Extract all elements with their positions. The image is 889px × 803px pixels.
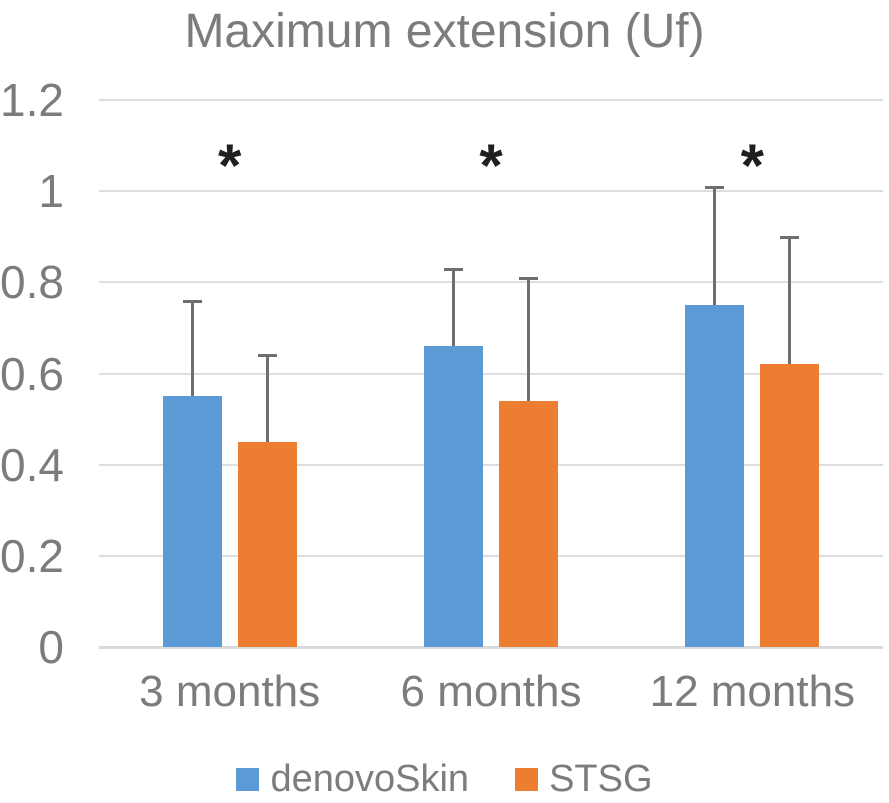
y-axis-tick-label: 0.6	[0, 347, 64, 400]
legend: denovoSkin STSG	[0, 758, 889, 800]
gridline	[99, 463, 883, 466]
x-axis-category-label: 3 months	[139, 667, 321, 716]
legend-label-denovoskin: denovoSkin	[270, 758, 470, 800]
legend-label-stsg: STSG	[549, 758, 653, 800]
y-axis-tick-label: 1.2	[0, 74, 64, 126]
y-axis-tick-label: 1	[38, 165, 64, 218]
gridline	[99, 190, 883, 193]
error-bar-whisker-denovoskin	[190, 300, 194, 397]
bar-denovoskin	[424, 346, 483, 647]
legend-item-denovoskin: denovoSkin	[236, 758, 469, 800]
bar-denovoskin	[685, 305, 745, 647]
error-bar-whisker-stsg	[527, 277, 530, 401]
bar-stsg	[499, 400, 558, 647]
significance-asterisk: *	[217, 132, 242, 199]
error-bar-cap-denovoskin	[182, 299, 202, 303]
gridline	[99, 372, 883, 375]
error-bar-cap-stsg	[780, 235, 800, 239]
error-bar-whisker-denovoskin	[713, 186, 717, 306]
error-bar-cap-stsg	[519, 276, 538, 280]
x-axis-line	[99, 646, 883, 649]
y-axis-tick-label: 0.8	[0, 256, 64, 309]
legend-swatch-stsg-icon	[515, 767, 539, 791]
gridline	[99, 281, 883, 284]
error-bar-cap-denovoskin	[444, 267, 463, 271]
significance-asterisk: *	[740, 132, 764, 199]
x-axis-category-label: 12 months	[649, 667, 856, 716]
significance-asterisk: *	[479, 132, 503, 199]
bar-denovoskin	[162, 396, 222, 647]
bar-stsg	[237, 441, 297, 647]
error-bar-cap-denovoskin	[705, 185, 725, 189]
legend-swatch-denovoskin-icon	[236, 767, 260, 791]
x-axis-category-label: 6 months	[400, 667, 582, 716]
chart-title: Maximum extension (Uf)	[184, 5, 705, 58]
gridline	[99, 554, 883, 557]
y-axis-tick-label: 0.2	[0, 529, 64, 582]
y-axis-tick-label: 0.4	[0, 438, 64, 491]
error-bar-cap-stsg	[257, 354, 277, 358]
error-bar-whisker-denovoskin	[452, 268, 455, 347]
gridline	[99, 99, 883, 101]
y-axis-tick-label: 0	[38, 621, 64, 673]
bar-stsg	[760, 364, 820, 647]
error-bar-whisker-stsg	[788, 236, 792, 365]
error-bar-whisker-stsg	[265, 355, 269, 442]
legend-item-stsg: STSG	[515, 758, 653, 800]
